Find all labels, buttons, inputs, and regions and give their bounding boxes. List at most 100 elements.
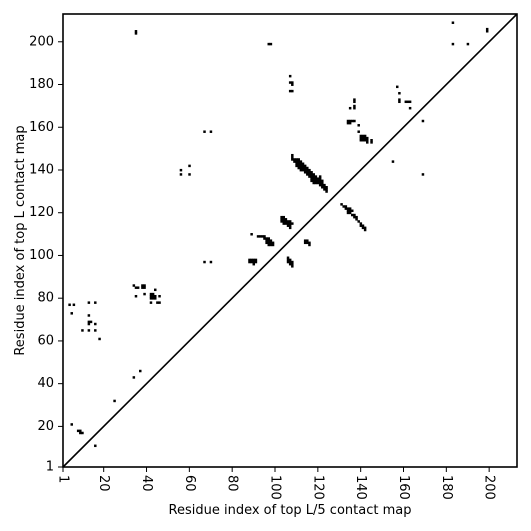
contact-point-upper xyxy=(355,215,358,219)
contact-point-upper xyxy=(346,121,350,125)
contact-point-upper xyxy=(286,260,290,264)
contact-point-upper xyxy=(361,134,365,138)
contact-point-upper xyxy=(295,158,298,161)
contact-point-upper xyxy=(363,226,367,230)
contact-point-lower xyxy=(87,314,91,317)
contact-point-upper xyxy=(297,160,300,163)
contact-point-lower xyxy=(151,297,155,300)
contact-point-upper xyxy=(353,213,356,217)
contact-point-upper xyxy=(303,171,307,174)
contact-point-lower xyxy=(158,301,161,304)
contact-point-upper xyxy=(308,168,311,172)
contact-point-lower xyxy=(149,294,153,298)
contact-point-lower xyxy=(149,301,153,304)
contact-point-upper xyxy=(209,260,213,264)
contact-point-upper xyxy=(353,100,356,104)
contact-point-upper xyxy=(252,262,256,266)
contact-point-lower xyxy=(151,294,155,298)
contact-point-upper xyxy=(353,215,356,219)
contact-point-upper xyxy=(303,168,307,172)
x-tick-label: 120 xyxy=(310,475,325,500)
contact-point-upper xyxy=(288,224,292,227)
contact-point-upper xyxy=(351,213,354,217)
contact-point-upper xyxy=(288,226,292,230)
contact-point-lower xyxy=(136,286,140,289)
contact-point-upper xyxy=(303,164,307,168)
x-tick-label: 140 xyxy=(353,475,368,500)
contact-point-upper xyxy=(308,241,311,245)
contact-point-upper xyxy=(310,177,313,180)
contact-point-upper xyxy=(282,218,285,221)
contact-point-upper xyxy=(353,106,356,110)
x-tick-label: 200 xyxy=(482,475,497,500)
contact-point-upper xyxy=(261,235,264,238)
contact-point-lower xyxy=(87,322,91,326)
contact-point-upper xyxy=(308,173,311,176)
contact-point-upper xyxy=(282,222,285,225)
y-tick-label: 1 xyxy=(46,460,54,475)
x-tick-label: 60 xyxy=(182,475,197,492)
contact-point-upper xyxy=(301,162,305,165)
contact-point-upper xyxy=(398,91,401,95)
contact-point-upper xyxy=(316,177,320,180)
contact-point-upper xyxy=(323,183,326,187)
contact-point-upper xyxy=(318,183,322,187)
contact-point-upper xyxy=(291,153,294,157)
contact-point-lower xyxy=(132,284,136,287)
contact-point-lower xyxy=(156,301,159,304)
x-tick-label: 100 xyxy=(268,475,283,500)
contact-point-upper xyxy=(288,220,292,223)
contact-point-upper xyxy=(359,224,363,227)
contact-point-upper xyxy=(340,203,343,206)
contact-point-upper xyxy=(301,168,305,172)
contact-point-lower xyxy=(154,294,157,298)
contact-point-upper xyxy=(288,262,292,266)
contact-point-upper xyxy=(321,183,324,187)
contact-point-upper xyxy=(288,81,292,84)
contact-point-upper xyxy=(310,171,313,174)
contact-point-upper xyxy=(366,141,369,144)
contact-point-upper xyxy=(398,100,401,104)
x-tick-label: 180 xyxy=(439,475,454,500)
contact-point-upper xyxy=(308,171,311,174)
contact-point-upper xyxy=(325,190,328,193)
contact-marks xyxy=(68,21,489,448)
contact-point-upper xyxy=(203,130,206,133)
y-tick-label: 140 xyxy=(29,162,54,177)
contact-point-upper xyxy=(188,173,191,176)
contact-point-upper xyxy=(291,83,294,86)
contact-point-upper xyxy=(366,136,369,140)
contact-point-upper xyxy=(291,158,294,161)
x-tick-label: 160 xyxy=(396,475,411,500)
y-tick-label: 180 xyxy=(29,77,54,92)
contact-point-upper xyxy=(408,100,412,104)
contact-point-upper xyxy=(306,173,309,176)
contact-point-upper xyxy=(291,265,294,268)
contact-point-lower xyxy=(70,312,73,315)
contact-point-lower xyxy=(94,329,97,332)
plot-frame xyxy=(62,13,518,468)
y-tick-label: 200 xyxy=(29,34,54,49)
contact-point-upper xyxy=(299,162,303,165)
contact-point-upper xyxy=(134,32,138,35)
contact-point-upper xyxy=(252,258,256,262)
contact-point-lower xyxy=(72,303,76,307)
contact-point-upper xyxy=(263,237,266,240)
contact-point-upper xyxy=(451,42,455,46)
contact-point-upper xyxy=(421,173,425,176)
contact-point-upper xyxy=(286,258,290,262)
contact-point-upper xyxy=(318,177,322,180)
contact-point-lower xyxy=(141,286,144,289)
contact-point-upper xyxy=(291,156,294,159)
contact-point-upper xyxy=(308,175,311,178)
contact-point-upper xyxy=(288,222,292,225)
contact-point-upper xyxy=(323,188,326,191)
contact-point-upper xyxy=(359,136,363,140)
contact-point-upper xyxy=(314,181,318,185)
contact-point-upper xyxy=(346,211,350,215)
contact-point-upper xyxy=(404,100,408,104)
contact-point-upper xyxy=(310,175,313,178)
contact-point-upper xyxy=(361,139,365,142)
contact-point-upper xyxy=(209,130,213,133)
